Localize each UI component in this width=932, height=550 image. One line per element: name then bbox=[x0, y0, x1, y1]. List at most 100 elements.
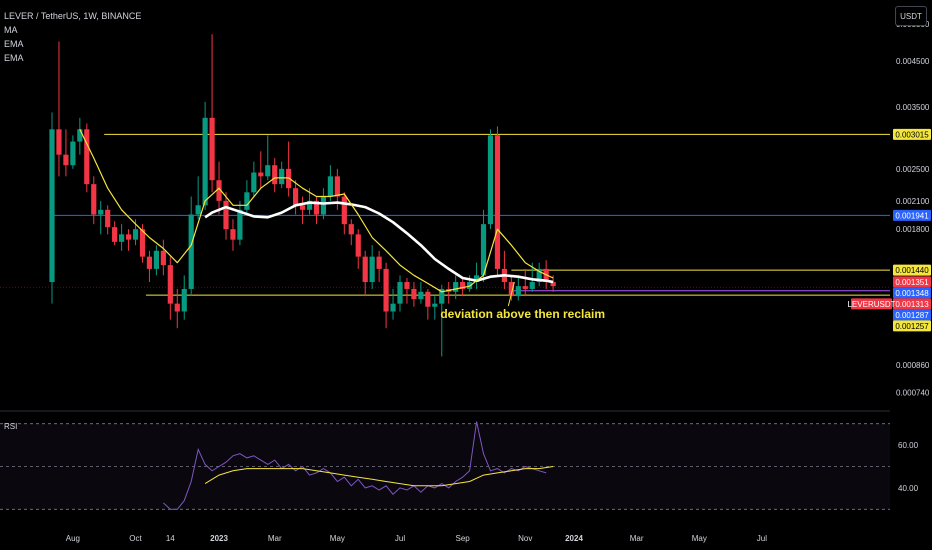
candle-body bbox=[411, 288, 417, 300]
candle-body bbox=[439, 288, 445, 304]
price-tick-2: 0.003500 bbox=[896, 103, 930, 112]
price-tag-label: 0.001257 bbox=[895, 322, 929, 331]
candle-19 bbox=[181, 275, 187, 320]
price-tag-1: 0.001941 bbox=[893, 209, 931, 221]
candle-2 bbox=[63, 129, 69, 177]
candle-body bbox=[341, 196, 347, 225]
candle-body bbox=[355, 234, 361, 257]
candle-11 bbox=[125, 229, 132, 251]
time-tick-6: Jul bbox=[395, 534, 405, 543]
candle-body bbox=[119, 234, 125, 242]
candle-66 bbox=[508, 275, 514, 301]
time-tick-3: 2023 bbox=[210, 534, 228, 543]
candle-body bbox=[188, 214, 194, 289]
candle-body bbox=[105, 209, 111, 228]
time-tick-4: Mar bbox=[268, 534, 282, 543]
candle-23 bbox=[209, 34, 215, 193]
currency-button[interactable]: USDT bbox=[895, 6, 927, 26]
candle-30 bbox=[258, 151, 264, 189]
candle-14 bbox=[146, 250, 153, 283]
time-tick-11: May bbox=[692, 534, 707, 543]
candle-68 bbox=[522, 268, 528, 297]
time-tick-0: Aug bbox=[66, 534, 80, 543]
indicator-ema-label-2[interactable]: EMA bbox=[4, 53, 24, 63]
candle-body bbox=[244, 192, 250, 210]
candle-4 bbox=[77, 117, 83, 155]
candle-body bbox=[181, 288, 187, 312]
rsi-tick-0: 60.00 bbox=[898, 441, 919, 450]
symbol-title[interactable]: LEVER / TetherUS, 1W, BINANCE bbox=[4, 11, 142, 21]
candle-body bbox=[460, 282, 466, 289]
indicator-ma-label[interactable]: MA bbox=[4, 25, 18, 35]
candle-31 bbox=[265, 135, 271, 181]
candle-5 bbox=[84, 123, 90, 193]
candle-body bbox=[432, 303, 438, 307]
candle-10 bbox=[119, 224, 125, 251]
candle-body bbox=[369, 256, 375, 283]
candle-body bbox=[265, 165, 271, 177]
candle-17 bbox=[167, 256, 173, 320]
candle-body bbox=[77, 129, 83, 142]
candle-7 bbox=[98, 200, 104, 235]
candle-body bbox=[390, 303, 396, 312]
candle-body bbox=[223, 200, 229, 230]
indicator-ema-label[interactable]: EMA bbox=[4, 39, 24, 49]
time-tick-1: Oct bbox=[129, 534, 142, 543]
candle-body bbox=[453, 282, 459, 292]
candle-body bbox=[112, 227, 118, 242]
candle-55 bbox=[432, 296, 438, 320]
candle-9 bbox=[112, 221, 118, 246]
candle-body bbox=[348, 224, 354, 235]
candle-body bbox=[251, 172, 257, 193]
time-axis: Aug Oct 14 2023 Mar May Jul Sep Nov 2024 Mar May Jul bbox=[66, 534, 767, 543]
price-tag-label: 0.001313 bbox=[895, 300, 929, 309]
time-tick-12: Jul bbox=[757, 534, 767, 543]
price-tick-1: 0.004500 bbox=[896, 57, 930, 66]
price-tag-4: 0.001348 bbox=[893, 287, 931, 299]
price-tag-6: 0.001287 bbox=[893, 309, 931, 321]
candle-body bbox=[258, 172, 264, 177]
candle-body bbox=[480, 224, 487, 276]
rsi-line bbox=[163, 421, 547, 510]
candle-body bbox=[63, 154, 69, 166]
candle-body bbox=[293, 188, 299, 206]
candle-body bbox=[167, 265, 173, 304]
price-tick-4: 0.002100 bbox=[896, 197, 930, 206]
symbol-tag-label: LEVERUSDT bbox=[847, 300, 895, 309]
candle-body bbox=[313, 200, 320, 215]
candle-29 bbox=[251, 161, 257, 197]
candlestick-series bbox=[49, 34, 556, 357]
rsi-ma-line bbox=[204, 466, 554, 487]
candle-body bbox=[160, 250, 166, 266]
ma-white-line bbox=[204, 201, 554, 284]
candle-body bbox=[202, 117, 208, 206]
candle-body bbox=[522, 286, 528, 289]
candle-3 bbox=[70, 135, 76, 169]
candle-body bbox=[279, 168, 285, 185]
candle-61 bbox=[473, 262, 480, 289]
candle-70 bbox=[536, 262, 542, 287]
price-tag-label: 0.001348 bbox=[895, 289, 929, 298]
price-tag-bg bbox=[893, 276, 931, 288]
time-tick-8: Nov bbox=[518, 534, 532, 543]
price-tag-bg bbox=[893, 298, 931, 310]
candle-43 bbox=[348, 219, 354, 246]
candle-body bbox=[536, 268, 542, 283]
candle-32 bbox=[272, 158, 278, 193]
candle-67 bbox=[515, 275, 521, 301]
candle-body bbox=[487, 135, 494, 225]
candle-body bbox=[139, 229, 146, 257]
price-tag-bg bbox=[893, 309, 931, 321]
candle-body bbox=[515, 286, 521, 297]
price-tag-bg bbox=[893, 320, 931, 332]
candle-body bbox=[237, 209, 243, 240]
candle-20 bbox=[188, 196, 194, 297]
price-tick-7: 0.000740 bbox=[896, 388, 930, 397]
candle-49 bbox=[390, 288, 396, 320]
candle-38 bbox=[313, 196, 320, 225]
symbol-tag-bg bbox=[851, 298, 892, 310]
candle-53 bbox=[418, 282, 424, 304]
candle-64 bbox=[494, 126, 501, 276]
